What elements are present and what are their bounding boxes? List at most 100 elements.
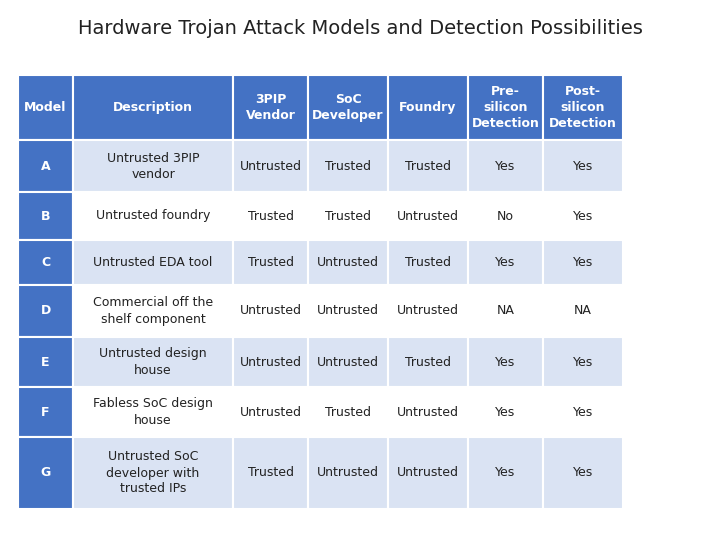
Bar	[73, 192, 233, 240]
Text: Trusted: Trusted	[325, 406, 371, 419]
Text: Trusted: Trusted	[248, 210, 294, 222]
Text: Untrusted: Untrusted	[317, 467, 379, 480]
Bar	[468, 240, 543, 285]
Bar	[308, 75, 388, 140]
Text: F: F	[41, 406, 50, 419]
Bar	[308, 387, 388, 437]
Bar	[18, 240, 73, 285]
Text: D: D	[40, 305, 50, 318]
Text: Yes: Yes	[573, 467, 593, 480]
Text: Untrusted: Untrusted	[240, 355, 302, 368]
Text: Untrusted SoC
developer with
trusted IPs: Untrusted SoC developer with trusted IPs	[107, 450, 199, 496]
Bar	[543, 337, 623, 387]
Text: Untrusted: Untrusted	[397, 305, 459, 318]
Text: Trusted: Trusted	[325, 159, 371, 172]
Text: Trusted: Trusted	[405, 159, 451, 172]
Text: Yes: Yes	[495, 406, 516, 419]
Text: No: No	[497, 210, 514, 222]
Text: Untrusted: Untrusted	[397, 467, 459, 480]
Text: Untrusted: Untrusted	[240, 159, 302, 172]
Bar	[388, 75, 468, 140]
Bar	[543, 192, 623, 240]
Text: Trusted: Trusted	[405, 256, 451, 269]
Bar	[73, 337, 233, 387]
Bar	[18, 437, 73, 509]
Text: Yes: Yes	[573, 210, 593, 222]
Bar	[233, 337, 308, 387]
Text: NA: NA	[574, 305, 592, 318]
Bar	[543, 240, 623, 285]
Bar	[233, 192, 308, 240]
Text: Trusted: Trusted	[325, 210, 371, 222]
Text: C: C	[41, 256, 50, 269]
Text: Commercial off the
shelf component: Commercial off the shelf component	[93, 296, 213, 326]
Bar	[468, 140, 543, 192]
Bar	[73, 285, 233, 337]
Bar	[73, 387, 233, 437]
Text: Untrusted EDA tool: Untrusted EDA tool	[94, 256, 212, 269]
Text: A: A	[41, 159, 50, 172]
Bar	[18, 75, 73, 140]
Bar	[468, 192, 543, 240]
Text: Description: Description	[113, 101, 193, 114]
Bar	[18, 140, 73, 192]
Text: Foundry: Foundry	[400, 101, 456, 114]
Bar	[308, 140, 388, 192]
Text: E: E	[41, 355, 50, 368]
Text: Untrusted: Untrusted	[317, 256, 379, 269]
Bar	[308, 240, 388, 285]
Bar	[468, 437, 543, 509]
Text: Untrusted: Untrusted	[397, 210, 459, 222]
Bar	[233, 437, 308, 509]
Bar	[18, 192, 73, 240]
Text: Yes: Yes	[495, 467, 516, 480]
Bar	[388, 192, 468, 240]
Text: Untrusted foundry: Untrusted foundry	[96, 210, 210, 222]
Text: Yes: Yes	[573, 355, 593, 368]
Bar	[308, 285, 388, 337]
Text: Untrusted: Untrusted	[317, 305, 379, 318]
Text: Untrusted: Untrusted	[240, 305, 302, 318]
Text: Yes: Yes	[495, 159, 516, 172]
Bar	[233, 240, 308, 285]
Text: Fabless SoC design
house: Fabless SoC design house	[93, 397, 213, 427]
Bar	[388, 285, 468, 337]
Bar	[308, 192, 388, 240]
Text: Yes: Yes	[573, 256, 593, 269]
Text: Untrusted design
house: Untrusted design house	[99, 348, 207, 376]
Text: Post-
silicon
Detection: Post- silicon Detection	[549, 85, 617, 130]
Bar	[468, 337, 543, 387]
Bar	[468, 75, 543, 140]
Text: Trusted: Trusted	[405, 355, 451, 368]
Text: Untrusted: Untrusted	[397, 406, 459, 419]
Bar	[543, 387, 623, 437]
Text: Untrusted 3PIP
vendor: Untrusted 3PIP vendor	[107, 152, 199, 180]
Bar	[543, 285, 623, 337]
Bar	[233, 285, 308, 337]
Bar	[73, 75, 233, 140]
Text: Yes: Yes	[495, 256, 516, 269]
Text: Untrusted: Untrusted	[240, 406, 302, 419]
Text: Yes: Yes	[573, 406, 593, 419]
Text: Model: Model	[24, 101, 67, 114]
Bar	[233, 140, 308, 192]
Bar	[388, 337, 468, 387]
Bar	[73, 437, 233, 509]
Bar	[388, 387, 468, 437]
Bar	[543, 437, 623, 509]
Bar	[543, 140, 623, 192]
Bar	[468, 285, 543, 337]
Bar	[73, 140, 233, 192]
Text: B: B	[41, 210, 50, 222]
Text: SoC
Developer: SoC Developer	[312, 93, 384, 122]
Text: Trusted: Trusted	[248, 467, 294, 480]
Bar	[308, 337, 388, 387]
Bar	[388, 140, 468, 192]
Text: NA: NA	[497, 305, 514, 318]
Text: 3PIP
Vendor: 3PIP Vendor	[246, 93, 295, 122]
Bar	[18, 387, 73, 437]
Text: Yes: Yes	[573, 159, 593, 172]
Bar	[18, 337, 73, 387]
Bar	[73, 240, 233, 285]
Bar	[308, 437, 388, 509]
